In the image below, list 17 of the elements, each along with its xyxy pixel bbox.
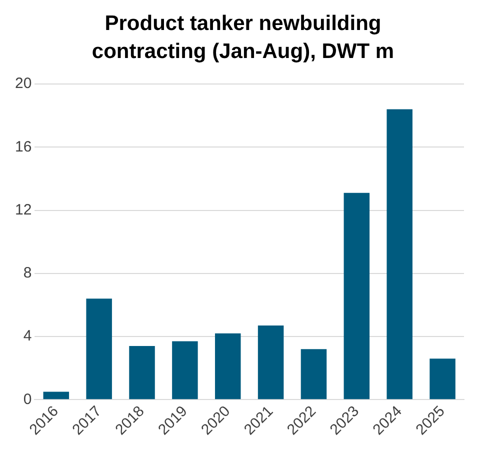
bar — [172, 341, 198, 400]
y-tick-label: 4 — [23, 328, 32, 345]
bar — [386, 109, 412, 400]
y-tick-label: 0 — [23, 390, 32, 408]
bar — [300, 349, 327, 400]
bar — [129, 346, 155, 400]
bar — [43, 392, 70, 400]
bar — [344, 192, 370, 400]
bar — [214, 333, 241, 400]
chart-title: Product tanker newbuilding contracting (Jan-Aug), DWT m — [90, 11, 396, 65]
y-tick-label: 20 — [14, 75, 32, 92]
bar — [430, 358, 456, 400]
bar — [86, 298, 112, 400]
bar — [258, 325, 284, 400]
y-tick-label: 8 — [23, 264, 32, 282]
y-tick-label: 12 — [14, 201, 32, 218]
y-tick-label: 16 — [14, 138, 32, 156]
